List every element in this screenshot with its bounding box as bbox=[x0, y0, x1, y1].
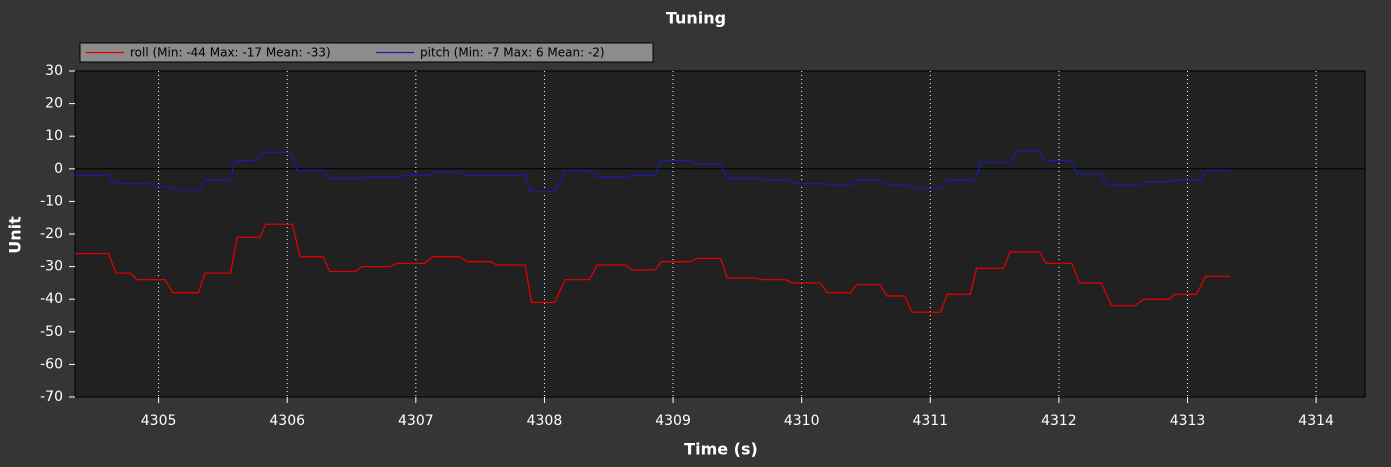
legend-label: roll (Min: -44 Max: -17 Mean: -33) bbox=[130, 46, 331, 60]
x-tick-label: 4307 bbox=[398, 413, 434, 429]
y-tick-label: 20 bbox=[45, 96, 63, 112]
y-tick-label: -60 bbox=[40, 356, 63, 372]
x-tick-label: 4313 bbox=[1170, 413, 1206, 429]
y-tick-label: -40 bbox=[40, 291, 63, 307]
y-tick-label: -50 bbox=[40, 324, 63, 340]
plot-area bbox=[74, 70, 1366, 398]
chart-title: Tuning bbox=[666, 9, 726, 28]
y-tick-label: -70 bbox=[40, 389, 63, 405]
y-tick-label: -30 bbox=[40, 259, 63, 275]
x-tick-label: 4311 bbox=[912, 413, 948, 429]
x-tick-label: 4306 bbox=[269, 413, 305, 429]
series-line bbox=[75, 223, 1230, 313]
series-line bbox=[75, 150, 1230, 193]
x-tick-label: 4310 bbox=[784, 413, 820, 429]
x-tick-label: 4312 bbox=[1041, 413, 1077, 429]
x-tick-label: 4308 bbox=[527, 413, 563, 429]
x-tick-label: 4314 bbox=[1298, 413, 1334, 429]
legend-box bbox=[79, 42, 654, 63]
legend-label: pitch (Min: -7 Max: 6 Mean: -2) bbox=[420, 46, 605, 60]
y-tick-label: -20 bbox=[40, 226, 63, 242]
legend: roll (Min: -44 Max: -17 Mean: -33) pitch … bbox=[79, 42, 654, 63]
y-tick-label: 10 bbox=[45, 128, 63, 144]
x-tick-label: 4309 bbox=[655, 413, 691, 429]
y-tick-label: 30 bbox=[45, 63, 63, 79]
y-tick-label: 0 bbox=[54, 161, 63, 177]
y-tick-label: -10 bbox=[40, 193, 63, 209]
x-axis-label: Time (s) bbox=[684, 440, 758, 459]
y-axis-label: Unit bbox=[6, 216, 25, 254]
x-tick-label: 4305 bbox=[141, 413, 177, 429]
